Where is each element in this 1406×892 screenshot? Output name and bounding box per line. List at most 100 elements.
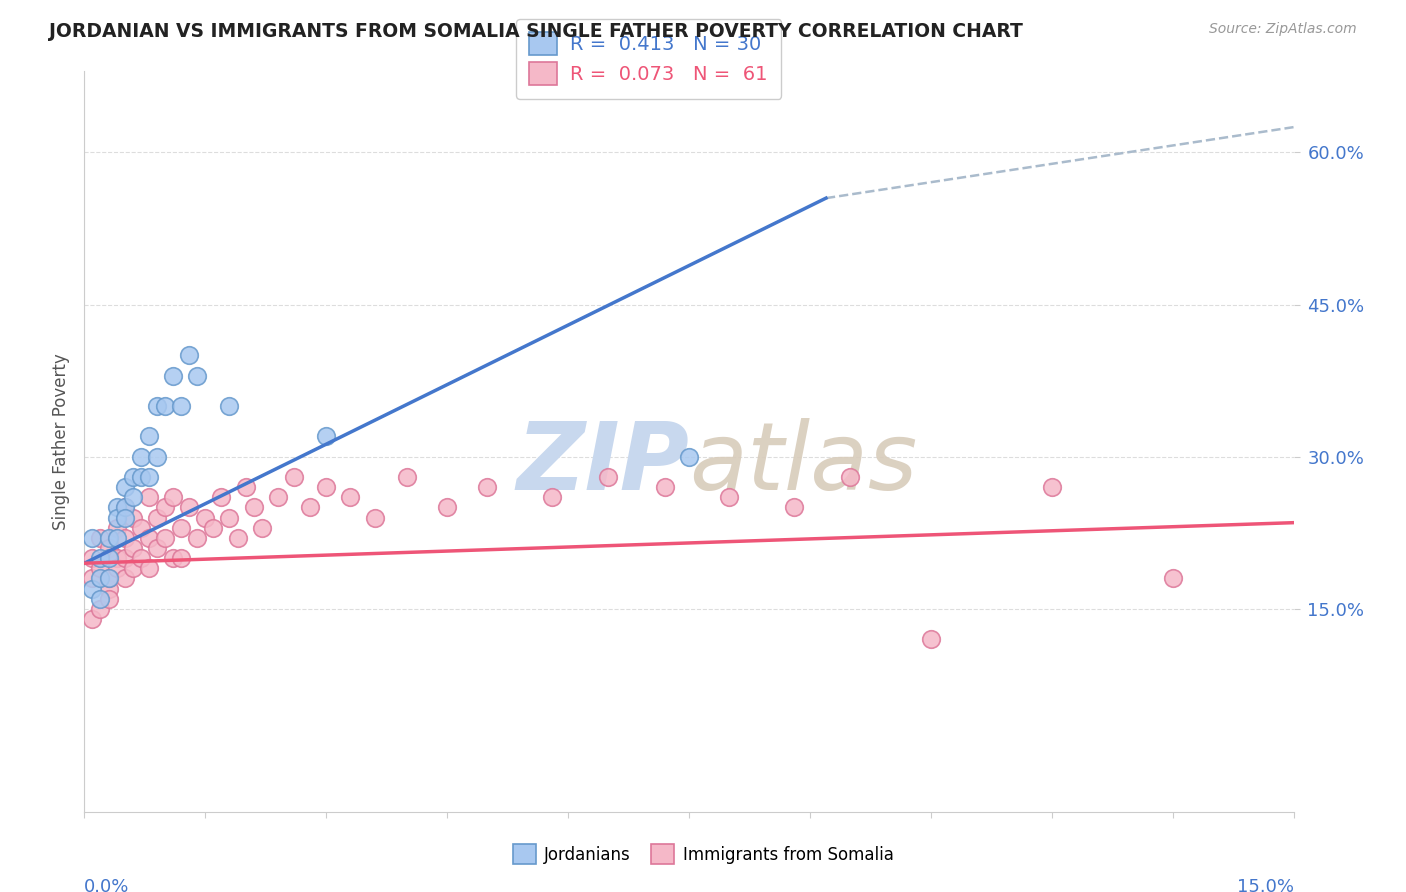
Point: [146, 510, 169, 524]
Text: atlas: atlas: [689, 418, 917, 509]
Point: [920, 632, 942, 647]
Point: [138, 491, 160, 505]
Point: [146, 450, 169, 464]
Point: [114, 500, 136, 515]
Point: [315, 429, 337, 443]
Point: [678, 450, 700, 464]
Point: [170, 521, 193, 535]
Point: [129, 551, 152, 566]
Point: [1161, 571, 1184, 585]
Point: [114, 531, 136, 545]
Point: [654, 480, 676, 494]
Text: Source: ZipAtlas.com: Source: ZipAtlas.com: [1209, 22, 1357, 37]
Point: [395, 470, 418, 484]
Point: [82, 531, 104, 545]
Point: [153, 531, 176, 545]
Point: [89, 561, 111, 575]
Point: [129, 450, 152, 464]
Point: [138, 531, 160, 545]
Point: [89, 531, 111, 545]
Point: [138, 429, 160, 443]
Legend: R =  0.413   N = 30, R =  0.073   N =  61: R = 0.413 N = 30, R = 0.073 N = 61: [516, 19, 782, 98]
Point: [89, 551, 111, 566]
Point: [209, 491, 232, 505]
Point: [82, 551, 104, 566]
Point: [315, 480, 337, 494]
Point: [718, 491, 741, 505]
Point: [97, 582, 120, 596]
Point: [250, 521, 273, 535]
Point: [153, 399, 176, 413]
Legend: Jordanians, Immigrants from Somalia: Jordanians, Immigrants from Somalia: [506, 838, 900, 871]
Point: [114, 510, 136, 524]
Point: [477, 480, 499, 494]
Y-axis label: Single Father Poverty: Single Father Poverty: [52, 353, 70, 530]
Point: [170, 551, 193, 566]
Text: 0.0%: 0.0%: [84, 878, 129, 892]
Point: [97, 571, 120, 585]
Point: [153, 500, 176, 515]
Point: [283, 470, 305, 484]
Point: [97, 551, 120, 566]
Point: [162, 491, 184, 505]
Point: [146, 541, 169, 555]
Point: [114, 551, 136, 566]
Point: [89, 591, 111, 606]
Point: [194, 510, 217, 524]
Point: [121, 510, 143, 524]
Point: [105, 500, 128, 515]
Point: [186, 531, 208, 545]
Point: [105, 521, 128, 535]
Point: [179, 500, 201, 515]
Point: [1040, 480, 1063, 494]
Point: [363, 510, 385, 524]
Point: [89, 571, 111, 585]
Point: [129, 470, 152, 484]
Point: [242, 500, 264, 515]
Point: [105, 551, 128, 566]
Point: [97, 531, 120, 545]
Point: [89, 602, 111, 616]
Point: [121, 491, 143, 505]
Point: [839, 470, 862, 484]
Point: [218, 399, 240, 413]
Point: [226, 531, 249, 545]
Point: [541, 491, 564, 505]
Point: [170, 399, 193, 413]
Point: [129, 521, 152, 535]
Text: 15.0%: 15.0%: [1236, 878, 1294, 892]
Point: [179, 348, 201, 362]
Text: ZIP: ZIP: [516, 417, 689, 509]
Text: JORDANIAN VS IMMIGRANTS FROM SOMALIA SINGLE FATHER POVERTY CORRELATION CHART: JORDANIAN VS IMMIGRANTS FROM SOMALIA SIN…: [49, 22, 1024, 41]
Point: [114, 500, 136, 515]
Point: [202, 521, 225, 535]
Point: [146, 399, 169, 413]
Point: [186, 368, 208, 383]
Point: [783, 500, 806, 515]
Point: [121, 541, 143, 555]
Point: [114, 480, 136, 494]
Point: [105, 531, 128, 545]
Point: [105, 561, 128, 575]
Point: [339, 491, 361, 505]
Point: [114, 571, 136, 585]
Point: [82, 612, 104, 626]
Point: [235, 480, 257, 494]
Point: [162, 551, 184, 566]
Point: [82, 571, 104, 585]
Point: [121, 561, 143, 575]
Point: [138, 470, 160, 484]
Point: [97, 571, 120, 585]
Point: [97, 541, 120, 555]
Point: [82, 582, 104, 596]
Point: [218, 510, 240, 524]
Point: [436, 500, 458, 515]
Point: [162, 368, 184, 383]
Point: [598, 470, 620, 484]
Point: [267, 491, 290, 505]
Point: [105, 510, 128, 524]
Point: [299, 500, 322, 515]
Point: [121, 470, 143, 484]
Point: [97, 591, 120, 606]
Point: [138, 561, 160, 575]
